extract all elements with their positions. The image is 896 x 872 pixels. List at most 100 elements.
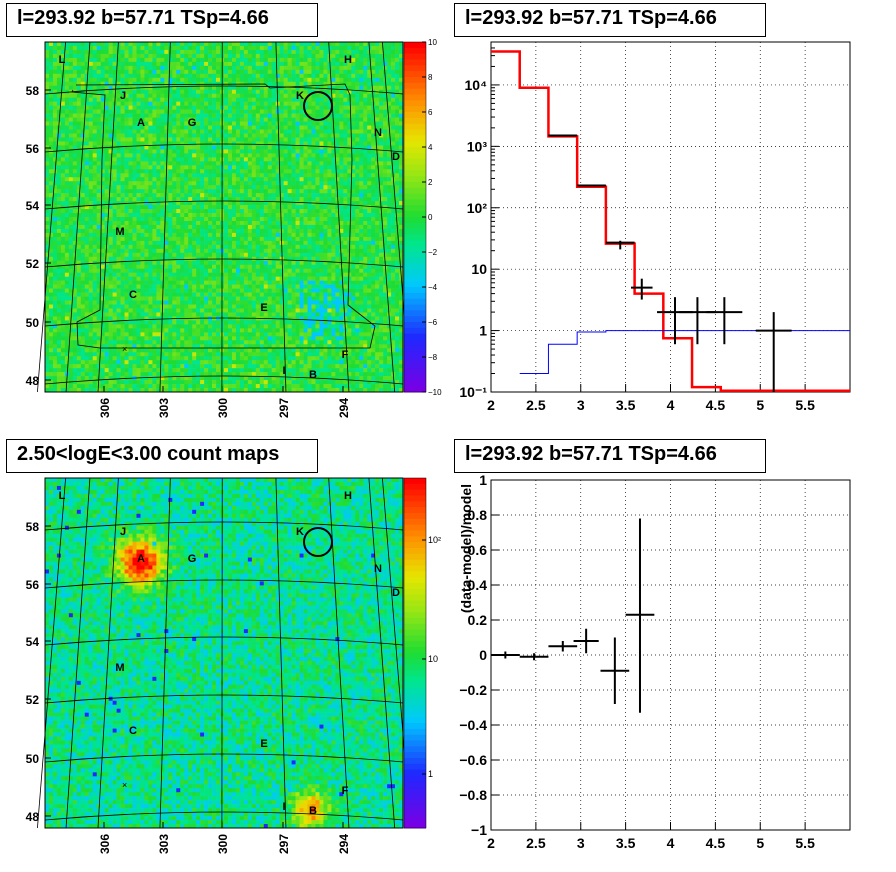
map-pixel: [45, 236, 50, 242]
map-pixel: [196, 276, 201, 281]
map-pixel: [72, 153, 78, 158]
map-pixel: [247, 173, 253, 178]
map-pixel: [104, 109, 109, 114]
map-pixel: [64, 244, 70, 250]
map-pixel: [227, 352, 233, 357]
map-pixel: [144, 264, 149, 270]
map-pixel: [196, 260, 201, 266]
map-pixel: [235, 173, 241, 178]
map-pixel: [267, 189, 273, 194]
map-pixel: [156, 304, 161, 309]
map-pixel: [267, 121, 273, 126]
map-pixel: [132, 252, 137, 258]
map-pixel: [64, 42, 70, 47]
map-pixel: [247, 304, 253, 309]
map-pixel: [48, 181, 54, 186]
map-pixel: [140, 65, 145, 71]
map-pixel: [92, 248, 98, 254]
map-pixel: [259, 57, 265, 63]
map-pixel: [140, 193, 145, 198]
map-pixel: [180, 300, 185, 305]
map-pixel: [224, 272, 229, 277]
map-pixel: [255, 376, 261, 381]
map-pixel: [172, 201, 177, 206]
map-pixel: [144, 380, 149, 385]
map-pixel: [128, 205, 133, 210]
map-pixel: [251, 288, 257, 293]
map-pixel: [124, 332, 129, 337]
map-pixel: [88, 77, 94, 83]
map-pixel: [148, 284, 153, 289]
map-pixel: [76, 276, 82, 281]
map-pixel: [251, 121, 257, 126]
map-pixel: [124, 85, 129, 91]
map-pixel: [120, 141, 125, 146]
map-pixel: [208, 153, 213, 158]
map-pixel: [140, 356, 145, 361]
map-pixel: [227, 268, 233, 273]
map-pixel: [172, 364, 177, 369]
map-pixel: [235, 169, 241, 174]
map-pixel: [104, 57, 109, 63]
map-pixel: [76, 105, 82, 110]
map-pixel: [45, 340, 50, 345]
map-pixel: [172, 228, 177, 234]
map-pixel: [263, 232, 269, 238]
map-pixel: [56, 300, 62, 305]
map-pixel: [180, 121, 185, 126]
map-pixel: [48, 312, 54, 317]
map-pixel: [168, 312, 173, 317]
map-pixel: [216, 53, 221, 59]
map-pixel: [48, 42, 54, 47]
map-pixel: [144, 260, 149, 266]
map-pixel: [247, 232, 253, 238]
map-pixel: [144, 228, 149, 234]
map-pixel: [188, 141, 193, 146]
map-pixel: [168, 292, 173, 297]
map-pixel: [259, 121, 265, 126]
map-pixel: [152, 300, 157, 305]
map-pixel: [160, 244, 165, 250]
map-pixel: [112, 77, 117, 83]
map-pixel: [92, 232, 98, 238]
map-pixel: [247, 288, 253, 293]
map-pixel: [96, 236, 101, 242]
map-pixel: [251, 384, 257, 389]
map-pixel: [136, 69, 141, 75]
map-pixel: [45, 336, 50, 341]
map-pixel: [136, 312, 141, 317]
map-pixel: [251, 169, 257, 174]
map-pixel: [212, 272, 217, 277]
map-pixel: [263, 388, 269, 393]
map-pixel: [172, 125, 177, 130]
map-pixel: [112, 42, 117, 47]
map-pixel: [96, 177, 101, 182]
map-pixel: [116, 125, 121, 130]
map-pixel: [176, 53, 181, 59]
map-pixel: [192, 336, 197, 341]
map-pixel: [263, 384, 269, 389]
map-pixel: [231, 364, 237, 369]
map-pixel: [96, 137, 101, 142]
map-pixel: [227, 57, 233, 63]
map-pixel: [164, 129, 169, 134]
map-pixel: [188, 149, 193, 154]
map-pixel: [104, 360, 109, 365]
map-pixel: [247, 197, 253, 202]
map-pixel: [196, 93, 201, 98]
map-pixel: [128, 316, 133, 321]
map-pixel: [45, 205, 50, 210]
map-pixel: [96, 161, 101, 166]
map-pixel: [188, 42, 193, 47]
map-pixel: [208, 332, 213, 337]
map-pixel: [231, 201, 237, 206]
map-pixel: [255, 65, 261, 71]
map-pixel: [267, 89, 273, 95]
map-pixel: [184, 376, 189, 381]
map-pixel: [92, 332, 98, 337]
map-pixel: [255, 93, 261, 98]
map-pixel: [48, 300, 54, 305]
map-pixel: [60, 360, 66, 365]
map-pixel: [160, 113, 165, 118]
map-pixel: [196, 189, 201, 194]
